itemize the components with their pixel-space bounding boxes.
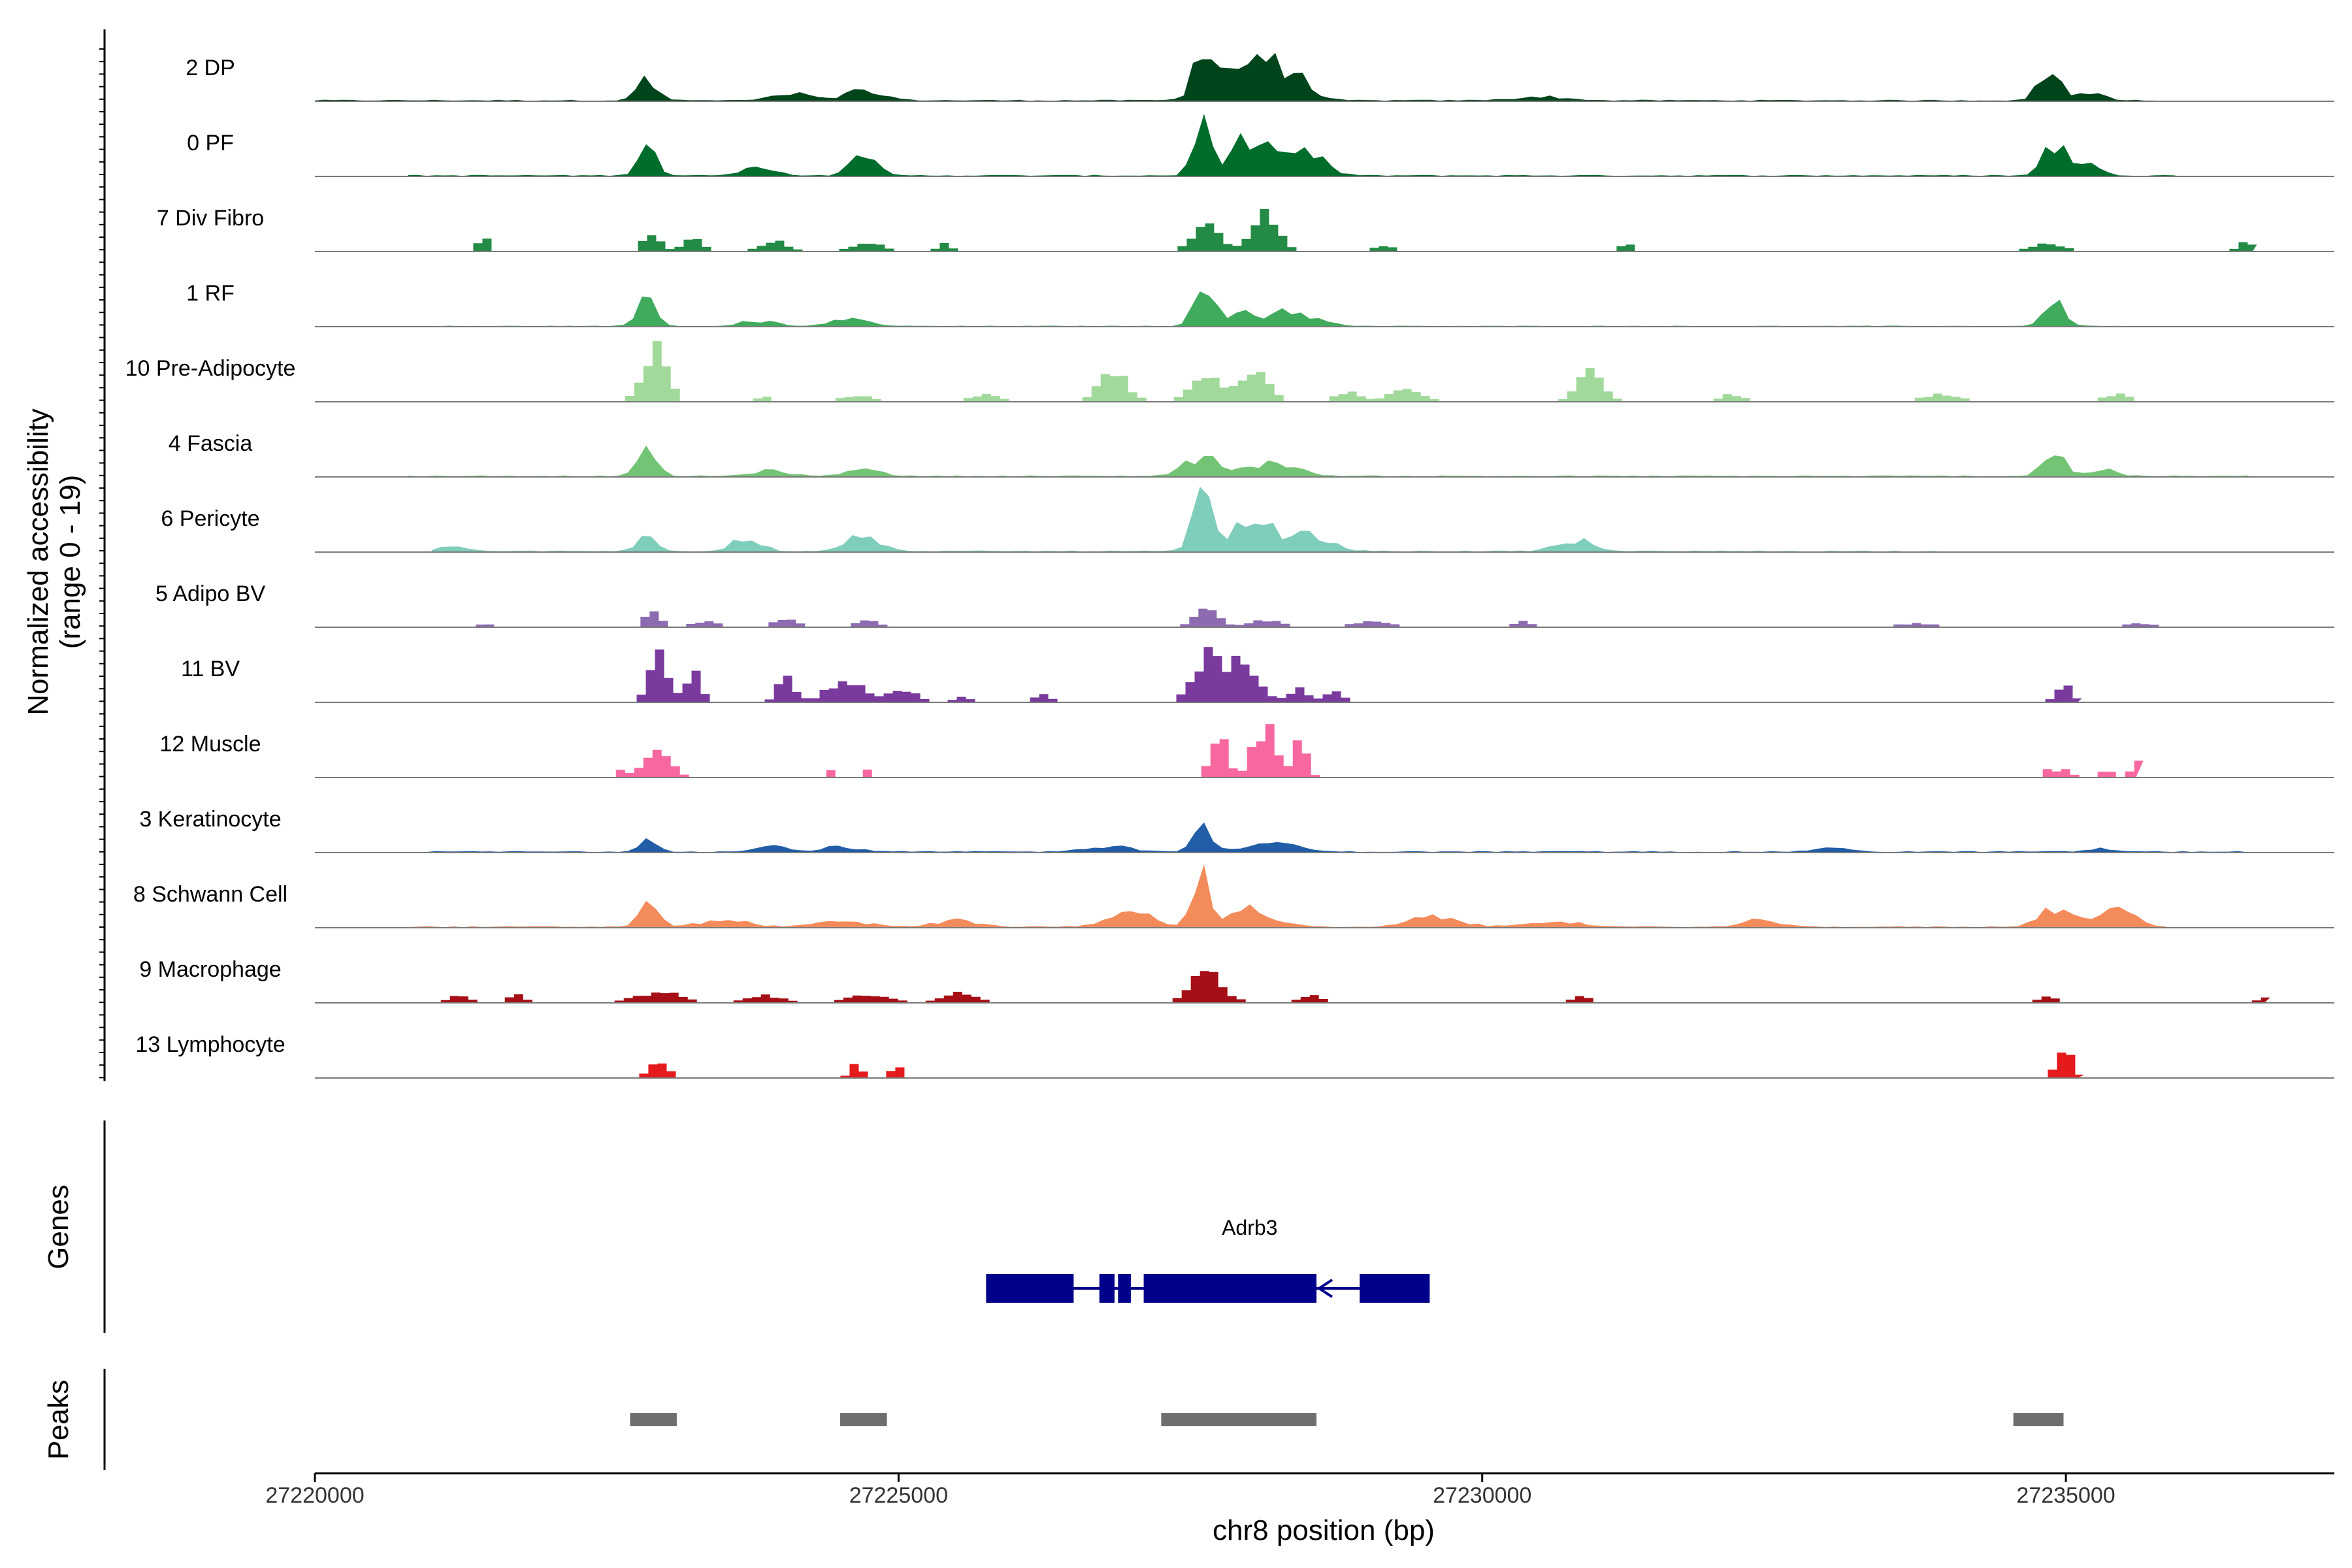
track-coverage-area bbox=[408, 114, 2183, 176]
y-axis-label-line1: Normalized accessibility bbox=[22, 408, 54, 715]
y-axis-label-line2: (range 0 - 19) bbox=[54, 475, 86, 649]
track-coverage-area bbox=[466, 608, 2168, 627]
genes-panel-label: Genes bbox=[42, 1184, 74, 1269]
track-label: 12 Muscle bbox=[160, 732, 261, 757]
x-tick-label: 27235000 bbox=[2016, 1483, 2115, 1508]
track-label: 6 Pericyte bbox=[161, 506, 259, 531]
track-label: 7 Div Fibro bbox=[157, 206, 264, 231]
gene-name-label: Adrb3 bbox=[1222, 1216, 1277, 1239]
gene-exon bbox=[1360, 1274, 1430, 1303]
gene-annotation-panel: Adrb3 bbox=[103, 1120, 1430, 1333]
peaks-panel-label: Peaks bbox=[42, 1380, 74, 1460]
track-label: 3 Keratinocyte bbox=[139, 807, 281, 832]
track-11-bv: 11 BV bbox=[181, 647, 2334, 703]
track-coverage-area bbox=[455, 208, 2257, 252]
gene-exon bbox=[1143, 1274, 1316, 1303]
track-label: 0 PF bbox=[187, 131, 234, 155]
x-axis-label: chr8 position (bp) bbox=[1213, 1514, 1435, 1546]
track-8-schwann-cell: 8 Schwann Cell bbox=[133, 864, 2334, 928]
peak-region bbox=[2013, 1413, 2064, 1426]
coverage-tracks: 2 DP 0 PF 7 Div Fibro 1 RF 10 Pre-Adipocyte 4… bbox=[125, 53, 2334, 1079]
track-3-keratinocyte: 3 Keratinocyte bbox=[139, 807, 2334, 853]
track-12-muscle: 12 Muscle bbox=[160, 724, 2334, 778]
y-axis bbox=[99, 29, 106, 1081]
track-1-rf: 1 RF bbox=[186, 281, 2334, 327]
track-10-pre-adipocyte: 10 Pre-Adipocyte bbox=[125, 341, 2334, 402]
track-13-lymphocyte: 13 Lymphocyte bbox=[135, 1032, 2334, 1079]
track-coverage-area bbox=[408, 822, 2253, 853]
track-coverage-area bbox=[408, 445, 2253, 477]
track-4-fascia: 4 Fascia bbox=[169, 431, 2334, 478]
track-label: 2 DP bbox=[186, 56, 235, 80]
track-5-adipo-bv: 5 Adipo BV bbox=[155, 581, 2334, 628]
track-coverage-area bbox=[431, 487, 1950, 552]
peak-region bbox=[630, 1413, 677, 1426]
track-9-macrophage: 9 Macrophage bbox=[139, 957, 2334, 1004]
track-0-pf: 0 PF bbox=[187, 114, 2334, 177]
x-tick-label: 27230000 bbox=[1433, 1483, 1531, 1508]
gene-exon bbox=[986, 1274, 1074, 1303]
peak-region bbox=[1161, 1413, 1316, 1426]
gene-exon bbox=[1099, 1274, 1115, 1303]
x-axis: 27220000 27225000 27230000 27235000 bbox=[265, 1472, 2334, 1508]
track-label: 8 Schwann Cell bbox=[133, 882, 287, 907]
track-coverage-area bbox=[431, 971, 2270, 1003]
track-coverage-area bbox=[431, 291, 2125, 327]
track-7-div-fibro: 7 Div Fibro bbox=[157, 206, 2334, 252]
track-coverage-area bbox=[315, 53, 2159, 101]
track-coverage-area bbox=[408, 864, 2171, 928]
track-label: 11 BV bbox=[181, 657, 240, 681]
x-tick-label: 27225000 bbox=[849, 1483, 948, 1508]
track-label: 1 RF bbox=[186, 281, 235, 306]
track-label: 4 Fascia bbox=[169, 431, 253, 456]
peak-region bbox=[840, 1413, 887, 1426]
track-label: 5 Adipo BV bbox=[155, 581, 266, 606]
track-6-pericyte: 6 Pericyte bbox=[161, 487, 2334, 553]
x-tick-label: 27220000 bbox=[265, 1483, 364, 1508]
track-2-dp: 2 DP bbox=[186, 53, 2334, 102]
peaks-panel bbox=[103, 1369, 2064, 1470]
track-coverage-area bbox=[606, 341, 2189, 402]
track-coverage-area bbox=[618, 647, 2082, 702]
track-label: 13 Lymphocyte bbox=[135, 1032, 285, 1057]
gene-strand-arrow bbox=[1316, 1279, 1333, 1298]
track-label: 10 Pre-Adipocyte bbox=[125, 356, 296, 381]
track-coverage-area bbox=[606, 724, 2144, 777]
track-coverage-area bbox=[630, 1053, 2085, 1078]
gene-exon bbox=[1118, 1274, 1131, 1303]
track-label: 9 Macrophage bbox=[139, 957, 281, 982]
